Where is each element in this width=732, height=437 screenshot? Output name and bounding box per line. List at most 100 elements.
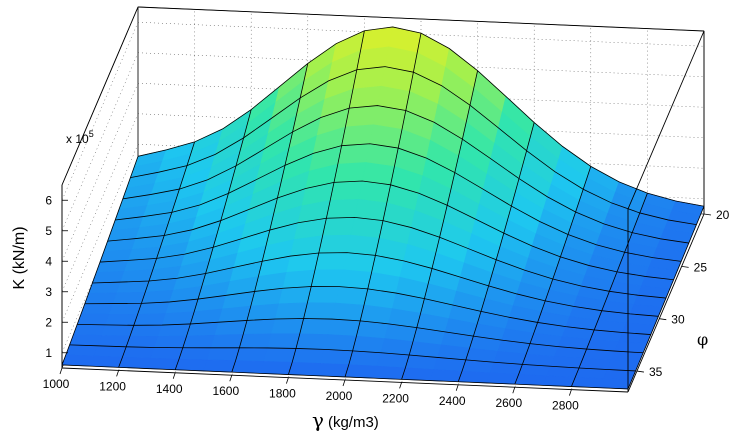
surface-patch: [486, 372, 520, 385]
surface-patch: [101, 324, 135, 337]
surface-patch: [457, 370, 491, 384]
z-axis-label: K (kN/m): [11, 226, 28, 289]
mesh-line-phi: [61, 364, 629, 390]
surface-patch: [287, 361, 321, 377]
surface-patch: [342, 252, 376, 273]
surface-patch: [514, 374, 548, 386]
surface-patch: [350, 217, 384, 239]
surface-patch: [606, 359, 640, 372]
mesh-line-phi: [92, 252, 659, 317]
grid-line: [137, 144, 705, 169]
surface-patch: [271, 318, 304, 335]
surface-patch: [335, 286, 369, 306]
surface-patch: [84, 292, 118, 305]
surface-patch: [333, 162, 367, 183]
surface-patch: [161, 311, 195, 326]
y-axis-line: [627, 213, 705, 393]
surface-patch: [118, 356, 152, 369]
x-tick-label: 2400: [439, 394, 466, 408]
surface-patch: [329, 180, 363, 201]
grid-line: [137, 83, 705, 108]
surface-patch: [346, 234, 380, 256]
x-axis-ticks: 1000 1200 1400 1600 1800 2000 2200 2400 2600 2800: [43, 367, 579, 413]
z-tick-label: 5: [45, 224, 52, 238]
x-tick-mark: [59, 367, 63, 375]
surface-patch: [429, 369, 463, 383]
surface-patch: [140, 289, 174, 304]
surface-patch: [316, 363, 350, 378]
mesh-line-phi: [99, 216, 667, 299]
x-tick-mark: [512, 387, 516, 394]
x-tick-mark: [569, 389, 572, 396]
surface-patch: [348, 85, 382, 109]
surface-patch: [69, 334, 103, 347]
surface-patch: [242, 318, 276, 335]
surface-patch: [206, 347, 240, 361]
surface-patch: [259, 361, 293, 375]
z-tick-label: 2: [45, 315, 52, 329]
surface-patch: [372, 365, 406, 380]
surface-patch: [76, 313, 110, 326]
z-axis-ticks: 1 2 3 4 5 6: [45, 193, 68, 360]
grid-line: [137, 22, 705, 47]
mesh-line-phi: [115, 143, 682, 262]
x-axis-label: γ (kg/m3): [312, 408, 379, 432]
surface-patch: [182, 334, 216, 349]
mesh-line-phi: [77, 318, 644, 354]
surface-patch: [246, 303, 280, 321]
surface-patch: [307, 286, 340, 304]
surface-patch: [337, 143, 371, 165]
surface-patch: [108, 303, 142, 315]
surface-patch: [380, 338, 414, 356]
surface-patch: [263, 347, 297, 363]
surface-patch: [320, 349, 353, 365]
surface-patch: [89, 355, 123, 368]
y-axis-label: φ: [697, 330, 708, 349]
surface-patch: [344, 364, 378, 379]
surface-patch: [278, 286, 312, 305]
box-edge: [627, 30, 705, 210]
surface-patch: [570, 377, 604, 389]
mesh-line-phi: [69, 344, 636, 372]
surface-patch: [93, 345, 127, 358]
surface-patch: [345, 105, 378, 128]
x-tick-label: 1400: [156, 382, 183, 396]
x-tick-mark: [342, 379, 346, 387]
y-tick-mark: [659, 318, 667, 321]
surface-patch: [318, 234, 352, 254]
surface-patch: [327, 318, 361, 337]
surface-patch: [331, 302, 365, 322]
surface-patch: [80, 303, 114, 315]
surface-patch: [218, 305, 252, 323]
mesh-line-phi: [130, 66, 697, 226]
x-tick-label: 2000: [326, 389, 353, 403]
surface-patch: [116, 280, 150, 294]
surface-patch: [542, 375, 576, 387]
y-tick-label: 25: [694, 260, 708, 274]
grid-line: [61, 52, 139, 231]
surface-patch: [231, 360, 265, 374]
surface-patch: [314, 252, 348, 271]
grid-line: [61, 144, 139, 323]
mesh-line-phi: [84, 286, 651, 335]
surface-patch: [348, 350, 382, 367]
surface-patch: [322, 217, 356, 237]
x-tick-label: 1800: [269, 387, 296, 401]
grid-line: [61, 83, 139, 262]
surface-patch: [125, 335, 159, 348]
surface-patch: [282, 269, 316, 289]
surface-patch: [97, 335, 131, 348]
surface-patch: [354, 199, 388, 221]
z-exponent-label: x 105: [66, 129, 94, 146]
y-tick-mark: [681, 265, 689, 268]
x-tick-label: 2200: [382, 391, 409, 405]
surface-patch: [295, 333, 329, 350]
surface-patch: [310, 269, 344, 287]
y-tick-label: 20: [716, 208, 730, 222]
surface-patch: [150, 347, 184, 360]
surface-patch: [121, 346, 155, 359]
z-tick-label: 1: [45, 346, 52, 360]
surface-patch: [603, 369, 637, 381]
x-tick-mark: [229, 375, 233, 382]
